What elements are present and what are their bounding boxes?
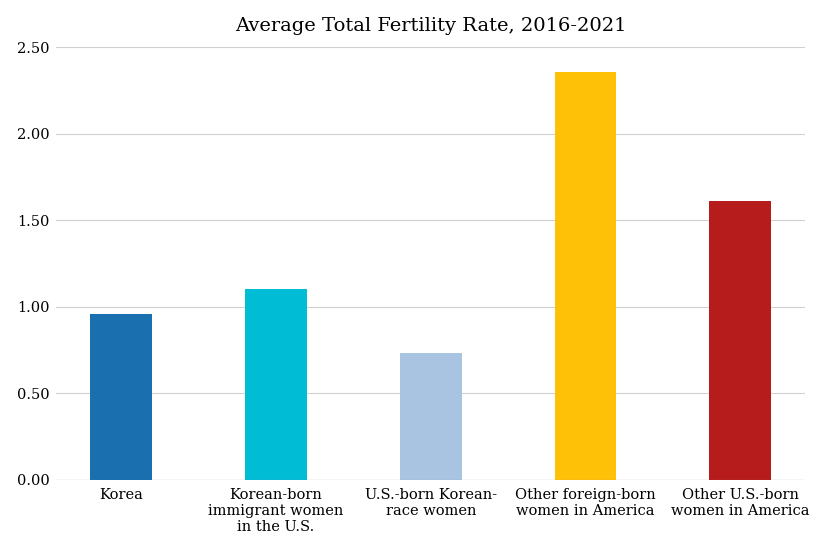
- Bar: [554, 72, 616, 479]
- Bar: [709, 201, 772, 479]
- Bar: [245, 289, 307, 479]
- Title: Average Total Fertility Rate, 2016-2021: Average Total Fertility Rate, 2016-2021: [235, 17, 626, 35]
- Bar: [400, 353, 462, 479]
- Bar: [90, 314, 152, 479]
